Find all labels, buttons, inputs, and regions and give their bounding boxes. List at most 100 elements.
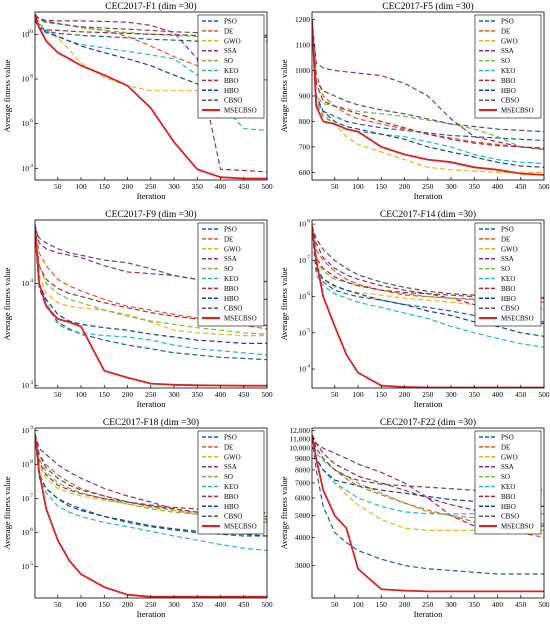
legend-label-de: DE: [224, 27, 233, 35]
legend-label-hbo: HBO: [501, 295, 516, 303]
series-line-msecbso: [312, 225, 544, 388]
series-line-ssa: [312, 19, 544, 151]
x-tick-label: 250: [422, 390, 434, 399]
x-tick-label: 250: [422, 600, 434, 609]
y-tick-label: 7000: [295, 478, 310, 487]
legend-label-de: DE: [501, 27, 510, 35]
y-tick-label: 8000: [295, 465, 310, 474]
legend-label-de: DE: [224, 235, 233, 243]
series-line-cbso: [35, 15, 267, 36]
x-tick-label: 250: [145, 390, 157, 399]
y-tick-exponent: 5: [307, 327, 310, 333]
y-tick-label: 5000: [295, 511, 310, 520]
x-tick-label: 500: [538, 390, 550, 399]
legend-label-cbso: CBSO: [501, 513, 519, 521]
legend-label-ssa: SSA: [501, 47, 514, 55]
series-line-keo: [35, 234, 267, 356]
x-tick-label: 400: [492, 182, 504, 191]
legend-label-pso: PSO: [501, 18, 514, 26]
y-tick-exponent: 8: [30, 73, 33, 79]
x-axis-label: Iteration: [414, 191, 444, 201]
y-tick-label: 700: [299, 142, 311, 151]
y-tick-label: 10: [22, 426, 30, 435]
series-line-ssa: [35, 13, 267, 173]
x-tick-label: 50: [331, 600, 339, 609]
legend-label-hbo: HBO: [501, 87, 516, 95]
legend-label-keo: KEO: [501, 275, 515, 283]
y-tick-label: 10: [299, 328, 307, 337]
legend-label-hbo: HBO: [501, 503, 516, 511]
series-line-hbo: [35, 234, 267, 344]
series-line-de: [312, 434, 544, 539]
x-tick-label: 150: [99, 390, 111, 399]
y-tick-exponent: 7: [307, 255, 310, 261]
legend-label-pso: PSO: [501, 434, 514, 442]
legend-label-cbso: CBSO: [224, 97, 242, 105]
x-tick-label: 450: [515, 182, 527, 191]
y-tick-exponent: 10: [28, 29, 34, 35]
chart-panel-6: CEC2017-F22 (dim =30) 50 100 150 200 250 300 35…: [279, 417, 550, 619]
legend-label-de: DE: [501, 235, 510, 243]
legend-label-so: SO: [501, 473, 510, 481]
series-line-ssa: [35, 433, 267, 520]
y-tick-label: 600: [299, 168, 311, 177]
x-tick-label: 50: [331, 182, 339, 191]
x-tick-label: 150: [376, 390, 388, 399]
x-tick-label: 350: [469, 600, 481, 609]
y-tick-exponent: 6: [30, 527, 33, 533]
y-tick-label: 10: [22, 119, 30, 128]
y-axis-label: Average fitness value: [2, 476, 12, 549]
y-tick-label: 10: [22, 494, 30, 503]
legend-label-ssa: SSA: [501, 463, 514, 471]
y-tick-label: 900: [299, 92, 311, 101]
series-line-msecbso: [35, 228, 267, 387]
series-line-pso: [312, 24, 544, 142]
legend-label-msecbso: MSECBSO: [501, 107, 534, 115]
y-tick-label: 1200: [295, 15, 310, 24]
x-tick-label: 50: [54, 182, 62, 191]
y-tick-label: 10: [22, 30, 30, 39]
y-tick-label: 4000: [295, 533, 310, 542]
legend-label-bbo: BBO: [224, 285, 238, 293]
series-line-so: [35, 18, 267, 42]
x-tick-label: 50: [54, 600, 62, 609]
legend-label-de: DE: [224, 443, 233, 451]
x-tick-label: 300: [445, 600, 457, 609]
y-tick-label: 3000: [295, 561, 310, 570]
series-line-msecbso: [35, 433, 267, 598]
y-axis-label: Average fitness value: [279, 59, 289, 132]
series-line-de: [312, 22, 544, 149]
x-tick-label: 250: [145, 182, 157, 191]
chart-panel-1: CEC2017-F1 (dim =30) 50 100 150 200 250 300 350…: [2, 1, 273, 201]
y-tick-exponent: 6: [307, 291, 310, 297]
x-tick-label: 350: [469, 182, 481, 191]
legend-label-pso: PSO: [501, 226, 514, 234]
x-tick-label: 250: [145, 600, 157, 609]
y-tick-label: 10: [22, 562, 30, 571]
legend-label-gwo: GWO: [501, 245, 518, 253]
x-tick-label: 450: [515, 390, 527, 399]
y-axis-label: Average fitness value: [279, 476, 289, 549]
x-tick-label: 400: [215, 182, 227, 191]
x-tick-label: 400: [492, 600, 504, 609]
legend-label-msecbso: MSECBSO: [224, 315, 257, 323]
y-tick-label: 12,000: [289, 426, 310, 435]
legend-label-so: SO: [501, 265, 510, 273]
x-tick-label: 100: [75, 600, 87, 609]
x-tick-label: 500: [261, 390, 273, 399]
x-tick-label: 350: [469, 390, 481, 399]
y-tick-exponent: 8: [307, 219, 310, 225]
x-axis-label: Iteration: [414, 399, 444, 409]
y-tick-label: 10: [22, 460, 30, 469]
x-tick-label: 100: [352, 600, 364, 609]
x-tick-label: 150: [376, 182, 388, 191]
chart-title: CEC2017-F22 (dim =30): [380, 417, 476, 428]
x-tick-label: 500: [261, 600, 273, 609]
legend-label-so: SO: [224, 265, 233, 273]
legend-label-ssa: SSA: [501, 255, 514, 263]
chart-title: CEC2017-F5 (dim =30): [382, 1, 473, 12]
y-tick-exponent: 9: [30, 425, 33, 431]
series-line-ssa: [312, 225, 544, 323]
